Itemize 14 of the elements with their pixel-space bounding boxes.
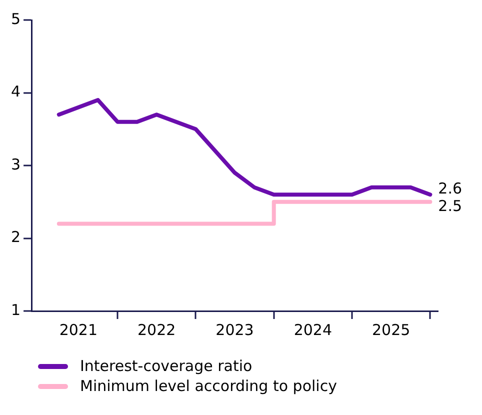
x-tick-label: 2021	[59, 320, 98, 339]
x-tick-label: 2022	[138, 320, 176, 339]
y-tick-label: 5	[10, 10, 21, 28]
annotation: 2.6	[438, 179, 462, 198]
y-tick-label: 4	[10, 82, 21, 101]
x-tick-label: 2024	[294, 320, 332, 339]
y-tick-label: 2	[10, 228, 21, 246]
legend-label: Interest-coverage ratio	[80, 357, 252, 375]
x-tick-label: 2025	[372, 320, 410, 339]
annotation: 2.5	[438, 196, 462, 215]
x-tick-label: 2023	[216, 320, 254, 339]
y-tick-label: 3	[10, 155, 21, 174]
y-tick-label: 1	[10, 300, 21, 319]
legend-label: Minimum level according to policy	[80, 377, 337, 395]
